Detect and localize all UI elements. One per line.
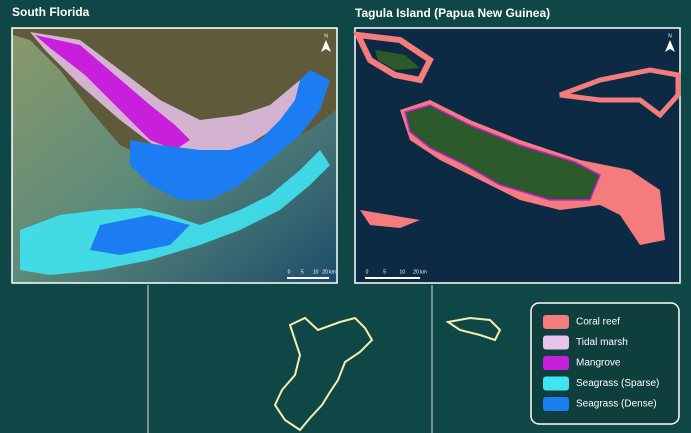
- scale-label: 20 km: [413, 269, 427, 275]
- north-label: N: [668, 33, 672, 39]
- scale-label: 0: [288, 269, 291, 275]
- legend-label: Tidal marsh: [576, 337, 628, 348]
- scale-label: 20 km: [322, 269, 336, 275]
- scale-label: 0: [366, 269, 369, 275]
- north-label: N: [324, 33, 328, 39]
- legend-label: Mangrove: [576, 358, 621, 369]
- legend-swatch: [543, 397, 569, 411]
- legend-label: Seagrass (Dense): [576, 399, 657, 410]
- panel-title: South Florida: [12, 5, 90, 19]
- legend-swatch: [543, 315, 569, 329]
- tagula-map: N 0 5 10 20 km: [352, 27, 681, 284]
- scale-label: 5: [301, 269, 304, 275]
- scale-label: 10: [400, 269, 406, 275]
- legend-label: Coral reef: [576, 317, 620, 328]
- north-arrow: [665, 40, 675, 52]
- legend-swatch: [543, 356, 569, 370]
- legend-label: Seagrass (Sparse): [576, 378, 659, 389]
- legend-swatch: [543, 335, 569, 350]
- overview-map: [147, 285, 502, 433]
- panel-title: Tagula Island (Papua New Guinea): [355, 6, 550, 20]
- legend-box: [530, 302, 680, 425]
- scale-label: 10: [313, 269, 319, 275]
- north-arrow: [321, 40, 331, 52]
- legend-swatch: [543, 376, 569, 391]
- scale-label: 5: [383, 269, 386, 275]
- south-florida-map: N 0 5 10 20 km: [11, 27, 338, 284]
